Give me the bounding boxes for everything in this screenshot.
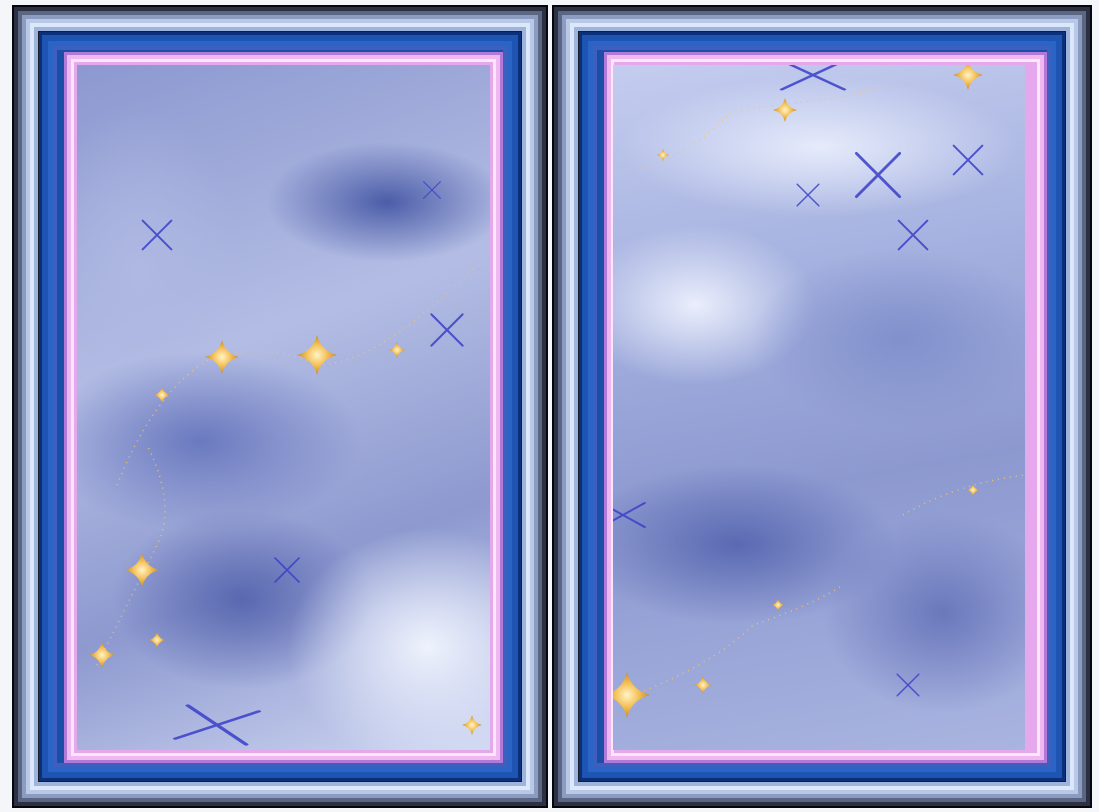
frame-left xyxy=(12,5,548,808)
fractal-image-right xyxy=(613,65,1025,750)
ornaments xyxy=(613,65,1024,718)
frame-right xyxy=(552,5,1092,808)
ornaments xyxy=(89,181,482,750)
fractal-image-left xyxy=(77,65,490,750)
